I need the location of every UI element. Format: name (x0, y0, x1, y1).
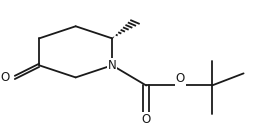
Text: O: O (141, 113, 151, 126)
Text: N: N (108, 59, 117, 72)
Text: O: O (176, 72, 185, 85)
Text: O: O (1, 71, 10, 84)
